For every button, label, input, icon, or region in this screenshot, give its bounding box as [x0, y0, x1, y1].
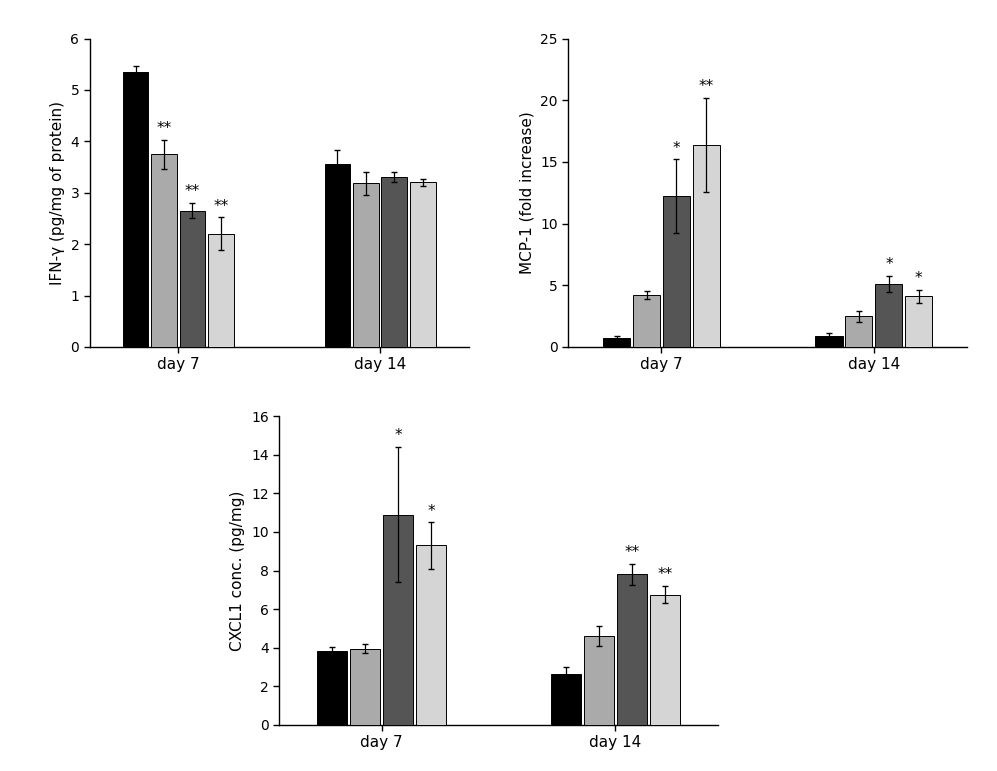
Bar [317, 651, 347, 725]
Text: **: ** [624, 545, 639, 560]
Bar [905, 296, 932, 347]
Text: *: * [915, 271, 922, 286]
Bar [416, 546, 446, 725]
Text: **: ** [213, 199, 228, 214]
Bar [325, 164, 350, 347]
Text: **: ** [157, 121, 171, 136]
Bar [845, 316, 872, 347]
Text: *: * [428, 503, 435, 519]
Text: *: * [673, 141, 680, 156]
Bar [208, 234, 233, 347]
Bar [350, 648, 380, 725]
Y-axis label: MCP-1 (fold increase): MCP-1 (fold increase) [519, 111, 534, 274]
Bar [650, 594, 680, 725]
Bar [875, 284, 902, 347]
Bar [179, 210, 205, 347]
Bar [410, 183, 436, 347]
Y-axis label: CXCL1 conc. (pg/mg): CXCL1 conc. (pg/mg) [230, 490, 245, 651]
Bar [816, 336, 842, 347]
Text: *: * [394, 429, 402, 443]
Bar [551, 674, 581, 725]
Bar [603, 338, 630, 347]
Text: *: * [885, 258, 892, 272]
Bar [617, 574, 647, 725]
Bar [353, 183, 379, 347]
Bar [584, 636, 614, 725]
Text: **: ** [184, 184, 200, 200]
Bar [152, 154, 176, 347]
Bar [633, 295, 660, 347]
Bar [123, 72, 149, 347]
Text: **: ** [657, 567, 672, 582]
Y-axis label: IFN-γ (pg/mg of protein): IFN-γ (pg/mg of protein) [50, 101, 65, 284]
Bar [382, 177, 407, 347]
Text: **: ** [699, 79, 714, 94]
Bar [693, 145, 720, 347]
Bar [663, 197, 690, 347]
Bar [383, 515, 413, 725]
